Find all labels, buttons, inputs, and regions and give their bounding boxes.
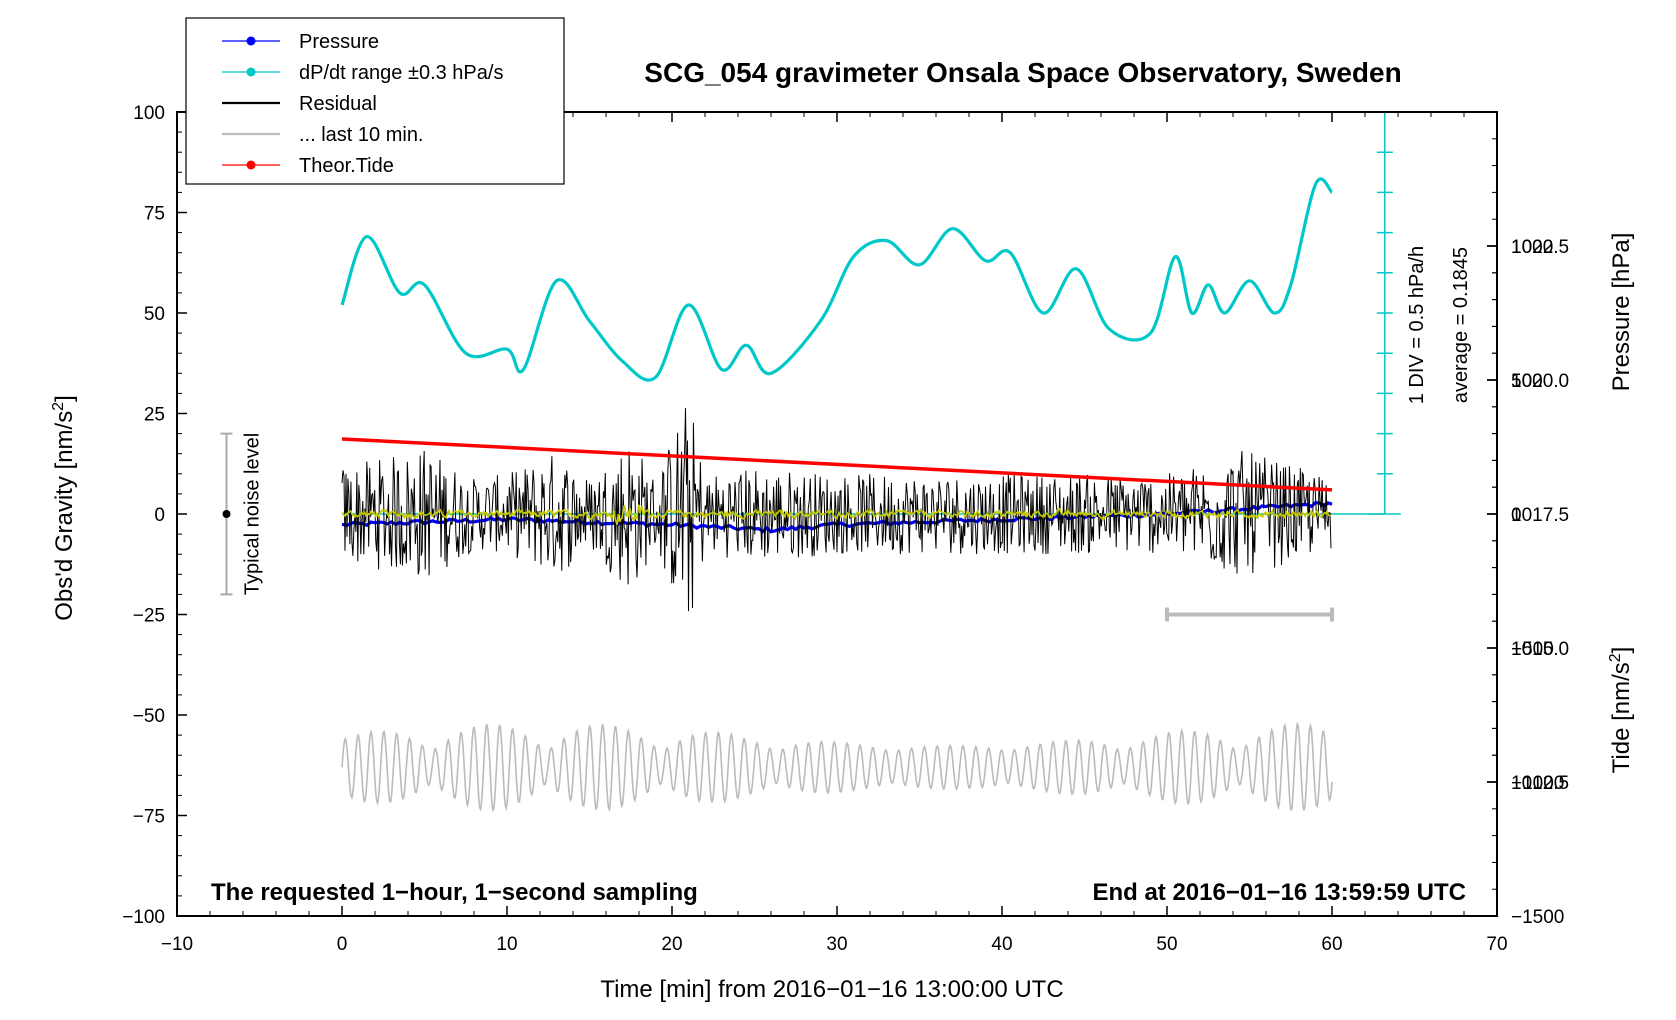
pressure-tick-label-0: 1022.5 [1511, 237, 1569, 258]
legend-box [185, 17, 565, 185]
x-axis-label: Time [min] from 2016−01−16 13:00:00 UTC [600, 976, 1063, 1003]
x-tick-label-7: 60 [1321, 934, 1342, 955]
y-axis-label-tide: Tide [nm/s2] [1607, 647, 1635, 774]
legend-marker-1 [246, 67, 256, 77]
pressure-tick-label-3: 1015.0 [1511, 639, 1569, 660]
y-tick-label-8: −100 [122, 907, 165, 928]
legend-label-1: dP/dt range ±0.3 hPa/s [299, 62, 503, 84]
x-tick-label-6: 50 [1156, 934, 1177, 955]
legend-marker-0 [246, 36, 256, 46]
y-tick-label-4: 0 [154, 505, 165, 526]
x-tick-label-8: 70 [1486, 934, 1507, 955]
tide-tick-label-2: 0 [1511, 505, 1522, 526]
y-axis-label-pressure: Pressure [hPa] [1608, 233, 1635, 392]
axis-ticks: −10 0 10 20 30 40 50 60 701007550250−25−50−75−10… [122, 103, 1569, 955]
series-last-10-min [341, 721, 1333, 813]
plot-frame [176, 111, 1498, 917]
legend: Pressure dP/dt range ±0.3 hPa/s Residual..… [185, 17, 565, 185]
series-residual [341, 408, 1332, 612]
chart-title: SCG_054 gravimeter Onsala Space Observat… [644, 57, 1401, 88]
noise-label: Typical noise level [242, 433, 264, 595]
pressure-tick-label-1: 1020.0 [1511, 371, 1569, 392]
y-tick-label-7: −75 [133, 807, 165, 828]
y-tick-label-5: −25 [133, 606, 165, 627]
legend-label-0: Pressure [299, 31, 379, 53]
legend-label-3: ... last 10 min. [299, 124, 424, 146]
tide-tick-label-4: −1000 [1511, 773, 1564, 794]
series-dpdt [340, 177, 1334, 382]
pressure-tick-label-2: 1017.5 [1511, 505, 1569, 526]
y-axis-label-left: Obs'd Gravity [nm/s2] [50, 395, 78, 621]
legend-marker-4 [246, 160, 256, 170]
x-tick-label-0: −10 [161, 934, 193, 955]
tide-tick-label-1: 500 [1511, 371, 1543, 392]
x-tick-label-4: 30 [826, 934, 847, 955]
noise-center-dot [222, 510, 231, 518]
y-tick-label-2: 50 [144, 304, 165, 325]
pressure-tick-label-4: 1012.5 [1511, 773, 1569, 794]
x-tick-label-1: 0 [337, 934, 348, 955]
x-tick-label-5: 40 [991, 934, 1012, 955]
legend-label-2: Residual [299, 93, 377, 115]
y-tick-label-6: −50 [133, 706, 165, 727]
y-tick-label-3: 25 [144, 405, 165, 426]
end-time-note: End at 2016−01−16 13:59:59 UTC [1092, 879, 1466, 906]
tide-tick-label-5: −1500 [1511, 907, 1564, 928]
annotations: Typical noise level 1 DIV = 0.5 hPa/h aver… [220, 111, 1472, 622]
legend-label-4: Theor.Tide [299, 155, 394, 177]
sampling-note: The requested 1−hour, 1−second sampling [211, 879, 698, 906]
pressure-average-label: average = 0.1845 [1450, 247, 1472, 403]
series-residual-smoothed [341, 504, 1332, 526]
y-tick-label-1: 75 [144, 204, 165, 225]
tide-tick-label-3: −500 [1511, 639, 1554, 660]
data-series [340, 177, 1385, 813]
x-tick-label-3: 20 [661, 934, 682, 955]
tide-tick-label-0: 1000 [1511, 237, 1553, 258]
y-tick-label-0: 100 [133, 103, 165, 124]
x-tick-label-2: 10 [496, 934, 517, 955]
pressure-scale-label: 1 DIV = 0.5 hPa/h [1406, 246, 1428, 404]
series-theor-tide [341, 437, 1333, 492]
